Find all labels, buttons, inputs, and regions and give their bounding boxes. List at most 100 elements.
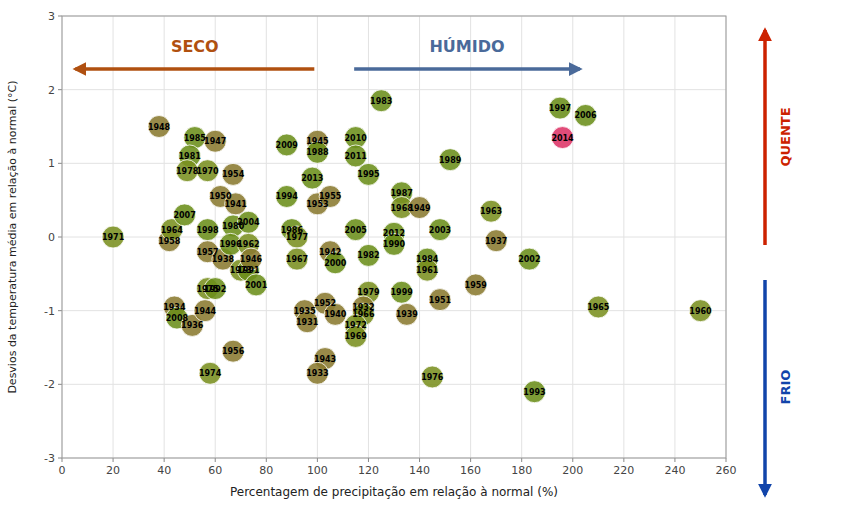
annotation-arrow xyxy=(763,30,767,245)
tick-x xyxy=(674,458,675,462)
bubble xyxy=(199,362,221,384)
point-label: 1954 xyxy=(222,170,245,179)
bubble xyxy=(587,296,609,318)
point-label: 1999 xyxy=(391,288,414,297)
bubble xyxy=(689,300,711,322)
tick-y xyxy=(58,237,62,238)
point-label: 1964 xyxy=(161,226,184,235)
bubble xyxy=(421,366,443,388)
bubble xyxy=(357,163,379,185)
point-label: 1977 xyxy=(286,233,308,242)
point-label: 2006 xyxy=(574,111,597,120)
tick-x xyxy=(62,458,63,462)
tick-y xyxy=(58,384,62,385)
point-label: 1945 xyxy=(306,137,329,146)
point-label: 1992 xyxy=(204,285,226,294)
bubble xyxy=(485,230,507,252)
point-label: 1983 xyxy=(370,97,392,106)
tick-label-x: 40 xyxy=(157,464,171,477)
bubble xyxy=(523,381,545,403)
point-label: 2007 xyxy=(173,211,195,220)
bubble xyxy=(286,248,308,270)
bubble xyxy=(518,248,540,270)
y-axis-label: Desvios da temperatura média em relação … xyxy=(6,80,19,393)
point-label: 1960 xyxy=(689,307,712,316)
point-label: 1942 xyxy=(319,248,341,257)
point-label: 2009 xyxy=(276,141,299,150)
tick-x xyxy=(419,458,420,462)
tick-label-x: 140 xyxy=(409,464,430,477)
point-label: 1951 xyxy=(429,296,452,305)
point-label: 1993 xyxy=(523,388,545,397)
point-label: 2011 xyxy=(345,152,368,161)
point-label: 2012 xyxy=(383,229,405,238)
tick-label-x: 160 xyxy=(460,464,481,477)
tick-y xyxy=(58,458,62,459)
annotation-arrow xyxy=(763,280,767,495)
point-label: 1952 xyxy=(314,299,336,308)
point-label: 1934 xyxy=(163,303,186,312)
tick-label-x: 180 xyxy=(511,464,532,477)
point-label: 2013 xyxy=(301,174,323,183)
tick-label-y: 3 xyxy=(48,10,55,23)
bubble xyxy=(396,303,418,325)
bubble xyxy=(102,226,124,248)
bubble xyxy=(197,160,219,182)
point-label: 1984 xyxy=(416,255,439,264)
tick-x xyxy=(317,458,318,462)
point-label: 1971 xyxy=(102,233,125,242)
tick-label-x: 200 xyxy=(562,464,583,477)
point-label: 1969 xyxy=(345,332,368,341)
tick-x xyxy=(726,458,727,462)
point-label: 1978 xyxy=(176,167,199,176)
tick-x xyxy=(266,458,267,462)
x-axis-label: Percentagem de precipitação em relação à… xyxy=(230,485,558,499)
point-label: 1940 xyxy=(324,310,347,319)
tick-y xyxy=(58,89,62,90)
point-label: 1935 xyxy=(293,307,316,316)
tick-label-y: -2 xyxy=(44,378,55,391)
tick-x xyxy=(113,458,114,462)
bubble xyxy=(480,200,502,222)
point-label: 2002 xyxy=(518,255,540,264)
tick-label-y: 0 xyxy=(48,231,55,244)
point-label: 1956 xyxy=(222,347,245,356)
tick-label-x: 20 xyxy=(106,464,120,477)
tick-y xyxy=(58,310,62,311)
tick-y xyxy=(58,16,62,17)
point-label: 1937 xyxy=(485,237,507,246)
point-label: 2003 xyxy=(429,226,451,235)
tick-x xyxy=(164,458,165,462)
point-label: 1970 xyxy=(196,167,219,176)
point-label: 1979 xyxy=(357,288,380,297)
point-label: 1947 xyxy=(204,137,226,146)
tick-label-x: 260 xyxy=(716,464,737,477)
annotation-arrow xyxy=(75,67,314,71)
axes: 020406080100120140160180200220240260-3-2… xyxy=(44,10,736,477)
tick-label-x: 0 xyxy=(59,464,66,477)
point-label: 2005 xyxy=(345,226,368,235)
bubble xyxy=(391,281,413,303)
point-label: 1955 xyxy=(319,192,342,201)
annotation-text: FRIO xyxy=(778,370,793,405)
point-label: 1974 xyxy=(199,369,222,378)
bubble xyxy=(222,340,244,362)
grid-line-y xyxy=(62,310,726,311)
bubble xyxy=(276,134,298,156)
point-label: 1997 xyxy=(549,104,571,113)
point-label: 2001 xyxy=(245,281,268,290)
point-label: 1967 xyxy=(286,255,308,264)
annotation-arrow xyxy=(354,67,580,71)
point-label: 2004 xyxy=(237,218,260,227)
point-label: 1961 xyxy=(416,266,439,275)
point-label: 1938 xyxy=(212,255,235,264)
point-label: 1972 xyxy=(345,321,367,330)
grid-line-y xyxy=(62,163,726,164)
point-label: 1941 xyxy=(225,200,248,209)
point-label: 1981 xyxy=(179,152,202,161)
tick-label-y: -3 xyxy=(44,452,55,465)
point-label: 1988 xyxy=(306,148,329,157)
point-label: 1991 xyxy=(237,266,260,275)
point-label: 1958 xyxy=(158,237,181,246)
point-label: 1982 xyxy=(357,251,379,260)
